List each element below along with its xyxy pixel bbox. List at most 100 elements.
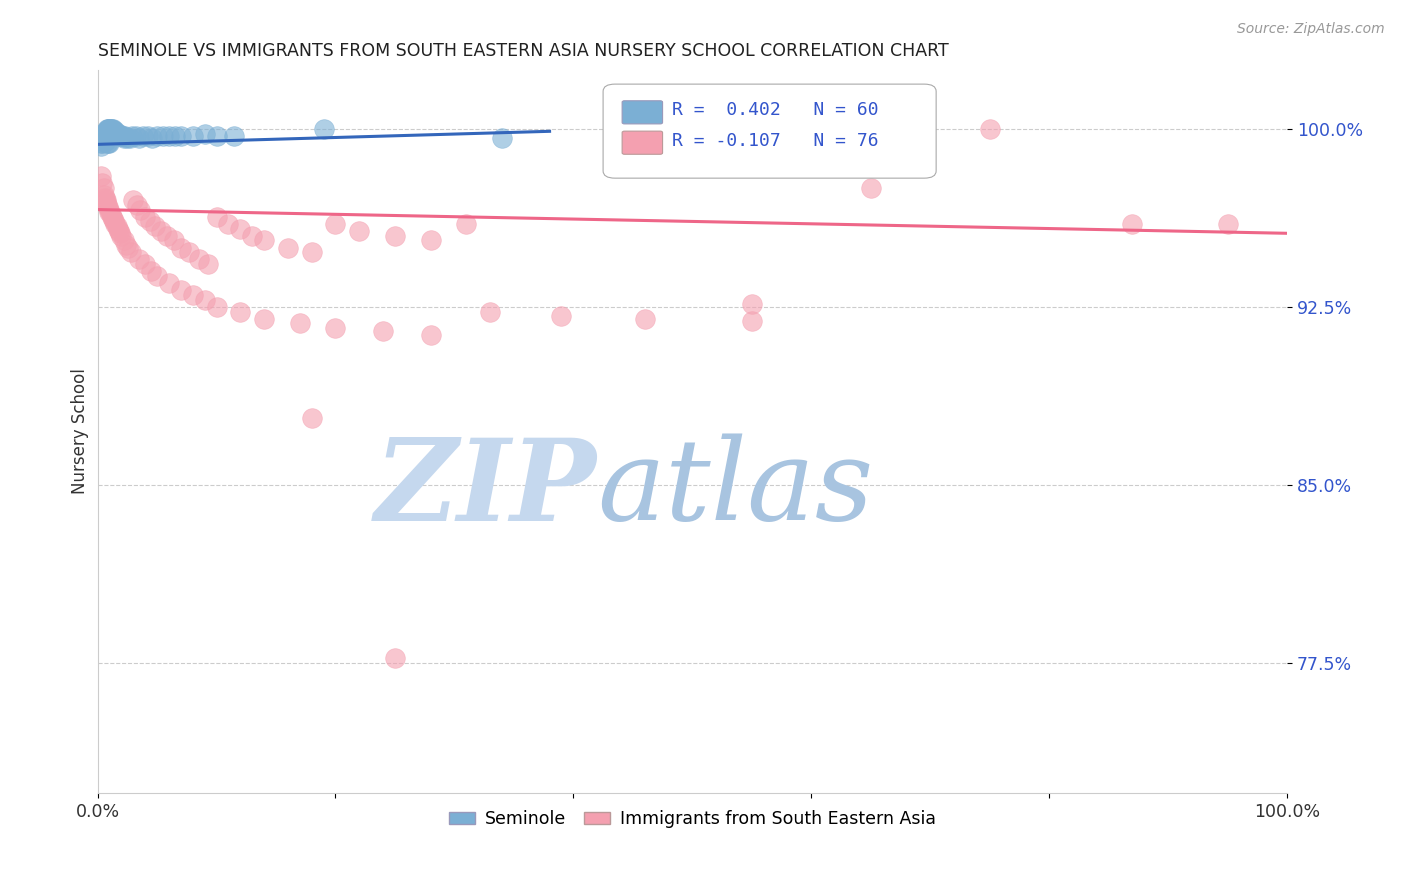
Point [163,234,186,248]
Point [550,310,572,324]
Point [312,122,335,136]
Point [93,129,115,144]
Point [98,136,121,151]
Point [170,129,193,144]
Point [155,228,177,243]
Point [93,134,115,148]
Point [112,234,135,248]
Point [128,131,150,145]
Point [93,134,115,148]
Point [217,217,239,231]
Point [384,228,406,243]
Point [139,214,162,228]
Point [124,129,146,144]
Point [104,217,127,231]
Point [288,317,311,331]
Point [111,129,134,144]
Point [229,304,252,318]
Text: ZIP: ZIP [375,434,598,545]
Point [96,136,118,151]
Point [301,245,323,260]
Point [325,321,347,335]
Point [741,314,763,328]
Point [205,300,228,314]
Point [101,124,124,138]
Point [107,127,129,141]
Point [100,122,122,136]
Point [121,129,143,144]
Point [859,181,882,195]
Point [114,129,136,144]
Point [115,238,138,252]
Point [98,122,121,136]
Point [105,219,128,234]
Point [91,136,114,151]
Point [108,227,131,241]
Point [96,127,118,141]
Point [253,311,276,326]
Point [104,124,127,138]
Point [122,193,145,207]
Point [97,122,120,136]
Point [139,264,162,278]
Point [110,228,132,243]
Point [163,129,186,144]
Point [134,210,156,224]
Point [979,122,1001,136]
Point [94,134,117,148]
Point [143,219,166,234]
Point [108,127,131,141]
Point [91,134,114,148]
Point [110,129,132,144]
Point [97,136,120,151]
Point [170,240,193,254]
Point [128,252,150,267]
Point [136,129,159,144]
Text: Source: ZipAtlas.com: Source: ZipAtlas.com [1237,22,1385,37]
Point [479,304,502,318]
Point [205,129,228,144]
Point [205,210,228,224]
Point [94,127,117,141]
Point [100,122,122,136]
Point [194,293,217,307]
Point [146,129,169,144]
Point [301,411,323,425]
Point [93,127,115,141]
Point [634,311,657,326]
Point [93,129,115,144]
Point [170,283,193,297]
Point [101,212,124,227]
Point [741,297,763,311]
Point [491,131,513,145]
Point [253,234,276,248]
Point [90,138,112,153]
Point [103,124,125,138]
Point [101,122,124,136]
Point [101,124,124,138]
Point [91,177,114,191]
Point [98,205,121,219]
Point [240,228,263,243]
Point [349,224,371,238]
Point [157,129,180,144]
Point [1216,217,1239,231]
Point [98,122,121,136]
Point [179,245,201,260]
Point [224,129,246,144]
Point [181,129,204,144]
Point [100,207,122,221]
Point [181,288,204,302]
Point [93,188,115,202]
Text: R = -0.107   N = 76: R = -0.107 N = 76 [672,131,879,150]
Point [96,198,118,212]
Point [371,324,394,338]
Point [157,276,180,290]
Point [118,131,141,145]
Point [117,131,139,145]
Point [90,169,112,184]
Point [97,200,120,214]
Point [103,124,125,138]
Point [134,257,156,271]
FancyBboxPatch shape [621,131,662,154]
